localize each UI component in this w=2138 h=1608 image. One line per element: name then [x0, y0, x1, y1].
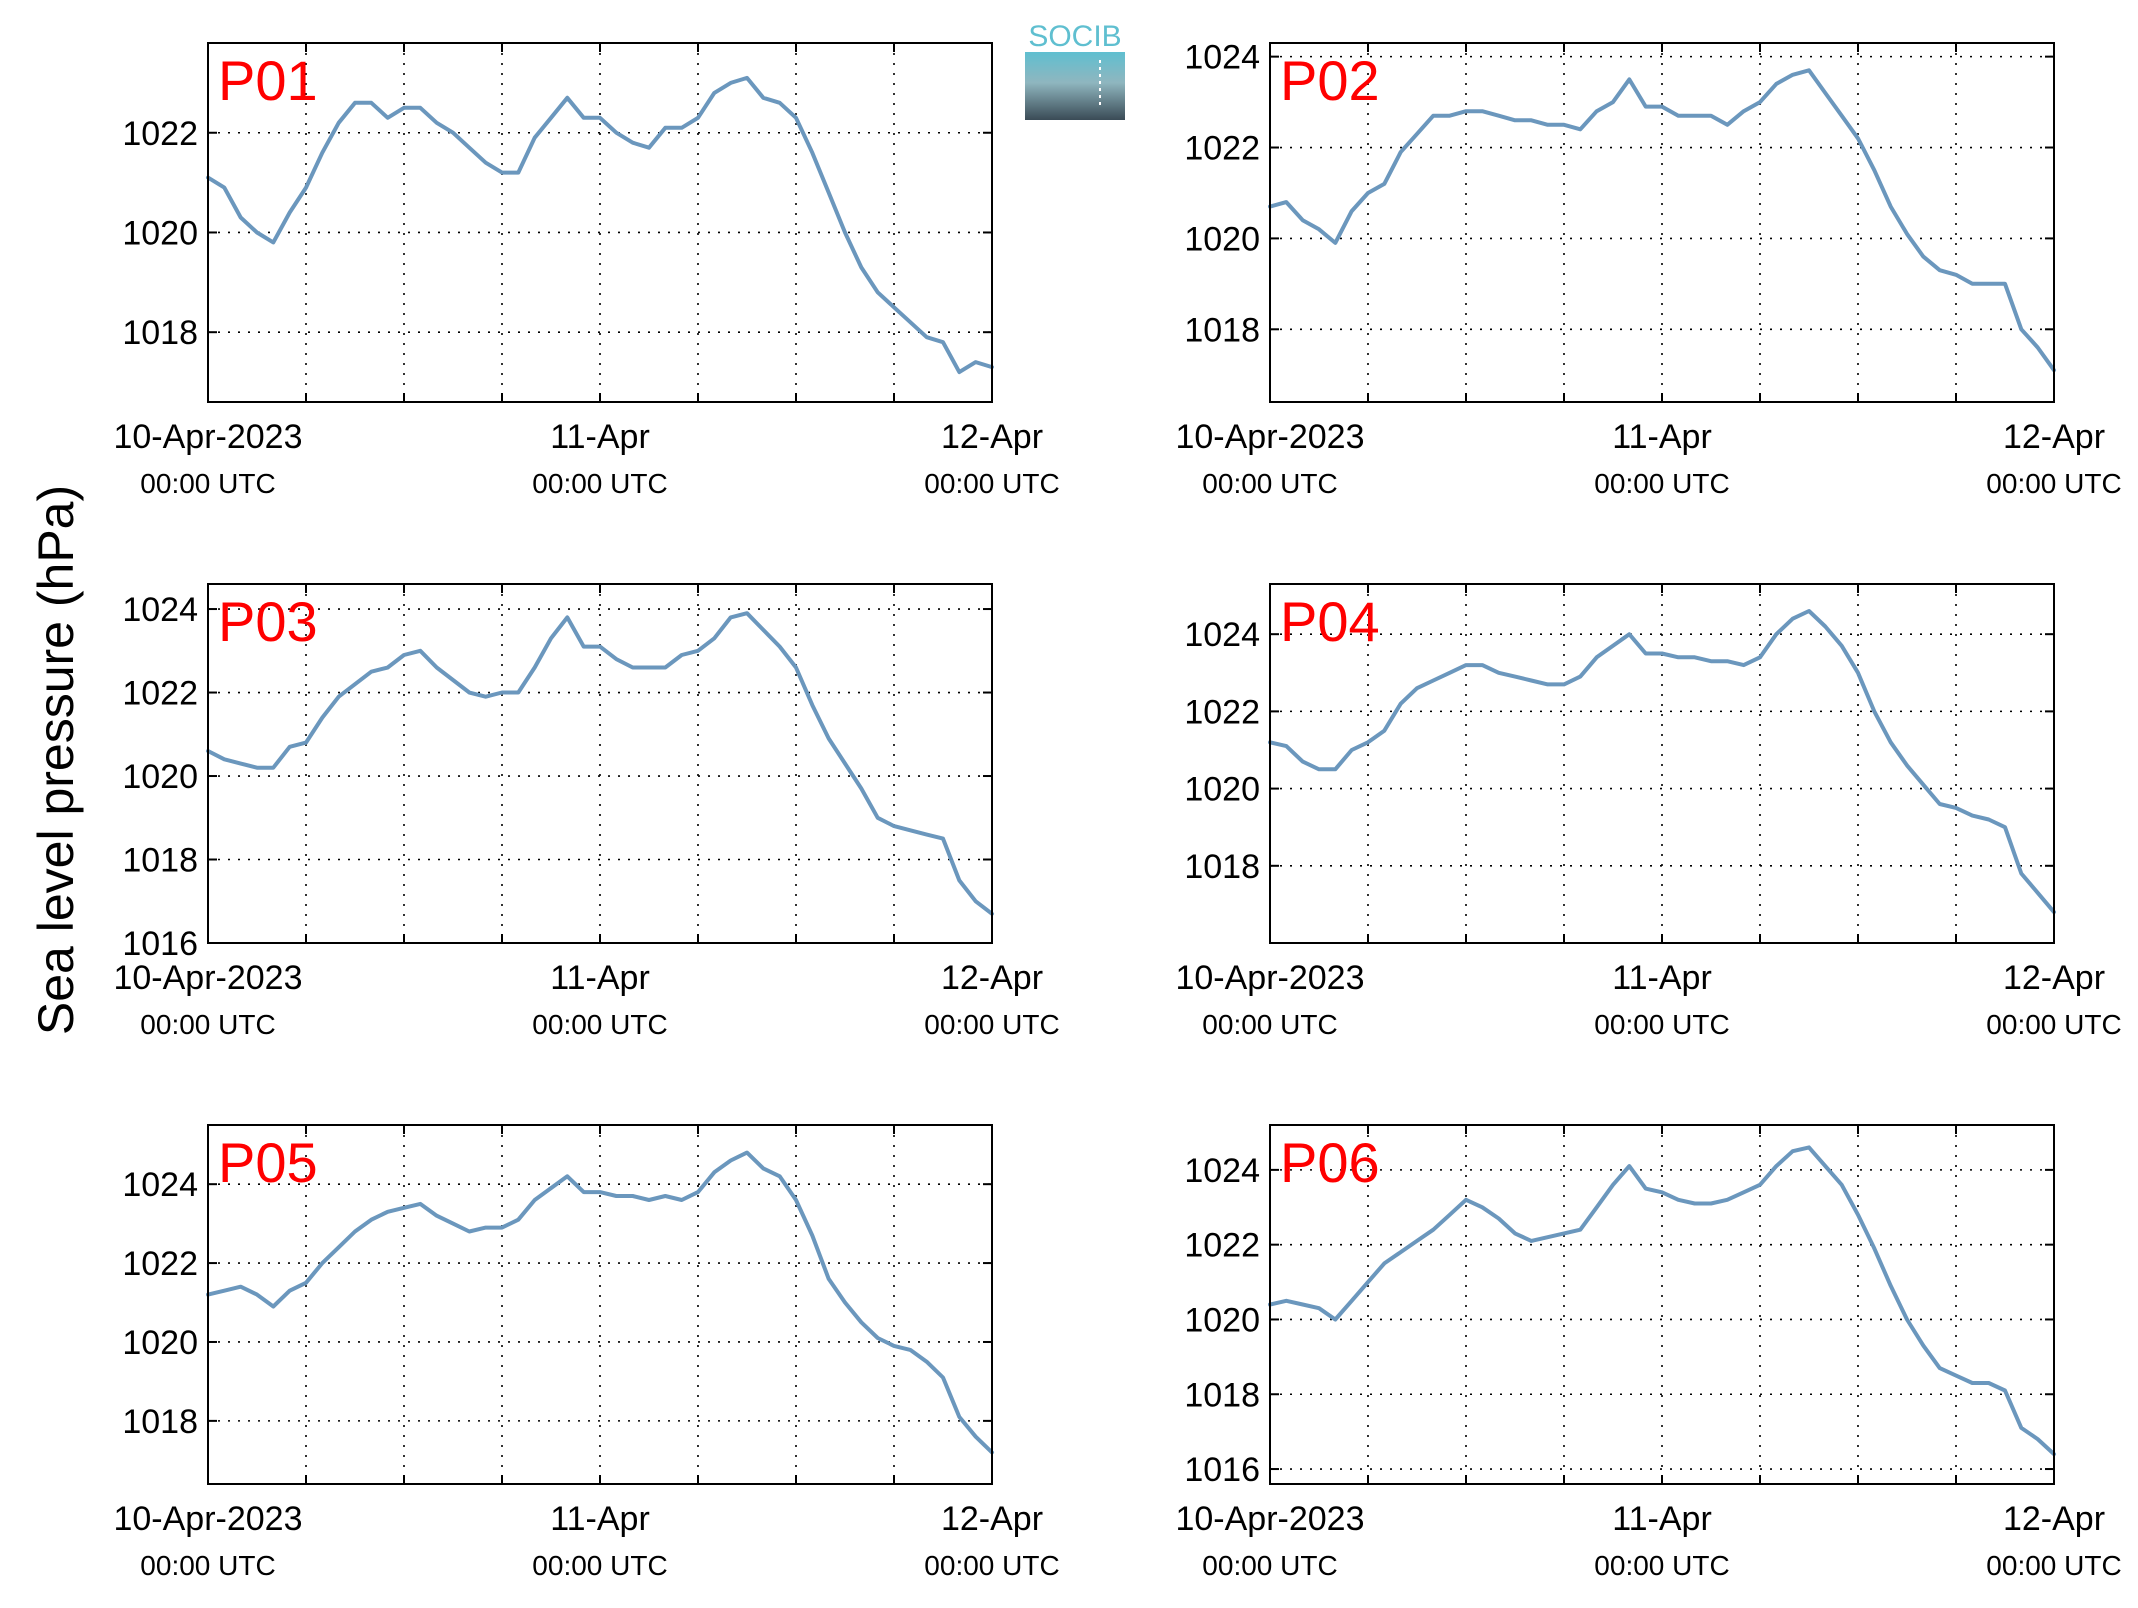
- x-tick-label-time: 00:00 UTC: [1202, 1550, 1337, 1581]
- x-tick-label-date: 10-Apr-2023: [1175, 1500, 1364, 1538]
- series-line: [206, 611, 994, 916]
- y-tick-label: 1016: [122, 925, 198, 963]
- x-tick-label-date: 11-Apr: [1612, 1500, 1712, 1538]
- x-tick-label-date: 12-Apr: [941, 1500, 1043, 1538]
- x-tick-label-time: 00:00 UTC: [140, 468, 275, 499]
- x-tick-label-date: 12-Apr: [941, 959, 1043, 997]
- panel-title: P03: [218, 590, 318, 653]
- panel-p02: 1018 1020 1022 1024 10-Apr-2023 00:00 UTC 11-A…: [1175, 39, 2121, 499]
- x-tick-label-time: 00:00 UTC: [1986, 1550, 2121, 1581]
- x-tick-label-time: 00:00 UTC: [1202, 1009, 1337, 1040]
- x-tick-label-time: 00:00 UTC: [532, 1009, 667, 1040]
- y-tick-label: 1018: [122, 314, 198, 352]
- y-tick-label: 1018: [1184, 311, 1260, 349]
- panel-p06: 1016 1018 1020 1022 1024 10-Apr-2023 00:00 UTC…: [1175, 1124, 2122, 1581]
- panel-title: P01: [218, 49, 318, 112]
- panel-title: P05: [218, 1131, 318, 1194]
- y-tick-label: 1022: [1184, 1227, 1260, 1265]
- logo-text: SOCIB: [1028, 20, 1121, 53]
- x-tick-label-time: 00:00 UTC: [140, 1009, 275, 1040]
- x-tick-label-time: 00:00 UTC: [1986, 1009, 2121, 1040]
- series-line: [206, 75, 994, 375]
- y-tick-label: 1020: [122, 214, 198, 252]
- y-tick-label: 1020: [1184, 771, 1260, 809]
- y-tick-label: 1018: [122, 1403, 198, 1441]
- y-tick-label: 1018: [122, 842, 198, 880]
- y-tick-label: 1016: [1184, 1451, 1260, 1489]
- x-tick-label-date: 10-Apr-2023: [1175, 418, 1364, 456]
- y-tick-label: 1024: [122, 591, 198, 629]
- x-tick-label-time: 00:00 UTC: [924, 1550, 1059, 1581]
- x-tick-label-time: 00:00 UTC: [924, 468, 1059, 499]
- x-tick-label-date: 10-Apr-2023: [1175, 959, 1364, 997]
- x-tick-label-time: 00:00 UTC: [140, 1550, 275, 1581]
- plot-frame: [1269, 1124, 2055, 1485]
- x-tick-label-date: 10-Apr-2023: [113, 959, 302, 997]
- series-line: [206, 1150, 994, 1455]
- logo-mark: [1025, 52, 1125, 120]
- x-tick-label-time: 00:00 UTC: [1986, 468, 2121, 499]
- y-tick-label: 1024: [1184, 616, 1260, 654]
- y-tick-label: 1020: [122, 758, 198, 796]
- panel-p04: 1018 1020 1022 1024 10-Apr-2023 00:00 UTC 11-A…: [1175, 583, 2122, 1040]
- x-tick-label-date: 11-Apr: [550, 1500, 650, 1538]
- x-tick-label-date: 10-Apr-2023: [113, 1500, 302, 1538]
- x-tick-label-date: 12-Apr: [2003, 959, 2105, 997]
- y-tick-label: 1020: [1184, 220, 1260, 258]
- plot-frame: [207, 42, 993, 403]
- x-tick-label-time: 00:00 UTC: [532, 468, 667, 499]
- y-tick-label: 1024: [1184, 1152, 1260, 1190]
- y-tick-label: 1018: [1184, 848, 1260, 886]
- x-tick-label-time: 00:00 UTC: [1594, 1550, 1729, 1581]
- panel-title: P02: [1280, 49, 1380, 112]
- x-tick-label-time: 00:00 UTC: [1594, 468, 1729, 499]
- y-tick-label: 1022: [1184, 693, 1260, 731]
- x-tick-label-date: 11-Apr: [1612, 959, 1712, 997]
- y-tick-label: 1018: [1184, 1376, 1260, 1414]
- x-tick-label-date: 11-Apr: [550, 418, 650, 456]
- plot-frame: [207, 1124, 993, 1485]
- series-line: [1268, 1145, 2056, 1457]
- x-tick-label-date: 11-Apr: [550, 959, 650, 997]
- y-tick-label: 1022: [122, 1245, 198, 1283]
- panel-p05: 1018 1020 1022 1024 10-Apr-2023 00:00 UTC 11-A…: [113, 1124, 1060, 1581]
- x-tick-label-time: 00:00 UTC: [1594, 1009, 1729, 1040]
- y-tick-label: 1022: [122, 115, 198, 153]
- y-tick-label: 1024: [1184, 39, 1260, 77]
- x-tick-label-date: 12-Apr: [2003, 418, 2105, 456]
- x-tick-label-time: 00:00 UTC: [1202, 468, 1337, 499]
- x-tick-label-date: 12-Apr: [941, 418, 1043, 456]
- panel-title: P04: [1280, 590, 1380, 653]
- y-axis-label: Sea level pressure (hPa): [28, 485, 84, 1035]
- y-tick-label: 1022: [122, 675, 198, 713]
- socib-logo: SOCIB: [1025, 20, 1125, 120]
- plot-frame: [207, 583, 993, 944]
- x-tick-label-date: 12-Apr: [2003, 1500, 2105, 1538]
- x-tick-label-time: 00:00 UTC: [924, 1009, 1059, 1040]
- y-tick-label: 1020: [122, 1324, 198, 1362]
- series-line: [1268, 68, 2056, 373]
- x-tick-label-date: 10-Apr-2023: [113, 418, 302, 456]
- series-line: [1268, 609, 2056, 915]
- panel-title: P06: [1280, 1131, 1380, 1194]
- x-tick-label-time: 00:00 UTC: [532, 1550, 667, 1581]
- panels: 1018 1020 1022 10-Apr-2023 00:00 UTC 11-Apr 00…: [113, 39, 2121, 1581]
- plot-frame: [1269, 42, 2055, 403]
- y-tick-label: 1022: [1184, 130, 1260, 168]
- panel-p01: 1018 1020 1022 10-Apr-2023 00:00 UTC 11-Apr 00…: [113, 42, 1060, 499]
- y-tick-label: 1024: [122, 1166, 198, 1204]
- plot-frame: [1269, 583, 2055, 944]
- x-tick-label-date: 11-Apr: [1612, 418, 1712, 456]
- panel-p03: 1016 1018 1020 1022 1024 10-Apr-2023 00:00 UTC…: [113, 583, 1060, 1040]
- y-tick-label: 1020: [1184, 1301, 1260, 1339]
